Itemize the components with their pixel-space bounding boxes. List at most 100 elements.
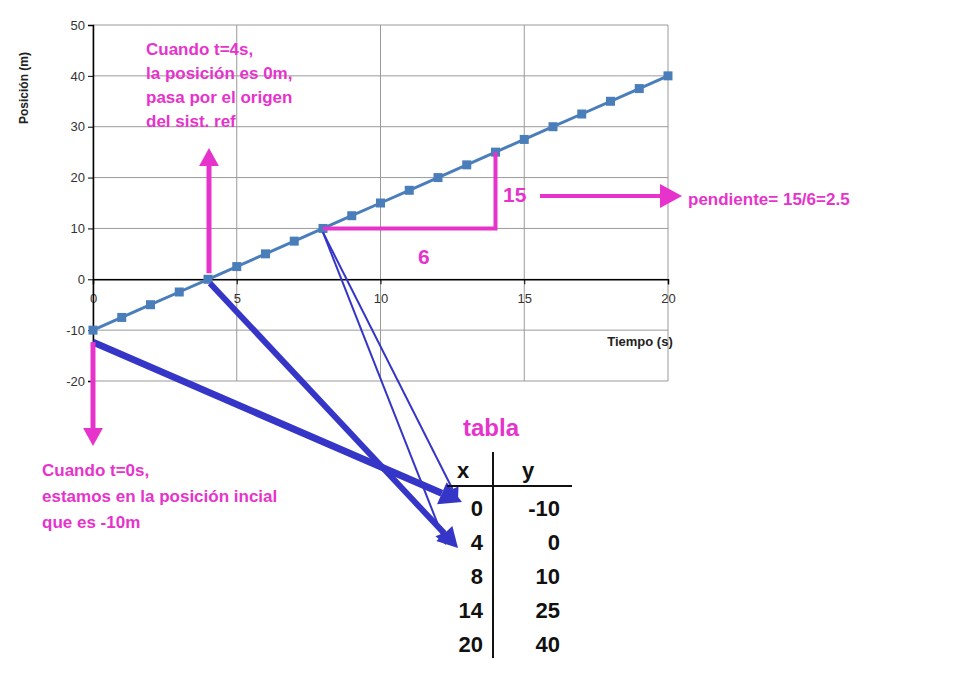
- arrow-head: [447, 486, 459, 500]
- table-header: x: [457, 458, 470, 483]
- annotation-text: estamos en la posición incial: [42, 487, 277, 506]
- table-title: tabla: [463, 414, 520, 441]
- annotation-text: pendiente= 15/6=2.5: [688, 190, 850, 209]
- point-marker: [520, 135, 529, 144]
- table-cell: 4: [471, 530, 484, 555]
- point-marker: [347, 211, 356, 220]
- chart-svg: 05101520-20-1001020304050Posición (m)Tie…: [0, 0, 956, 680]
- table-cell: 0: [471, 496, 483, 521]
- y-tick: 40: [71, 69, 93, 84]
- x-tick-label: 5: [234, 291, 241, 306]
- point-marker: [577, 110, 586, 119]
- point-marker: [549, 122, 558, 131]
- y-tick-label: 10: [71, 221, 85, 236]
- x-axis-line: [94, 280, 669, 285]
- point-marker: [232, 262, 241, 271]
- y-tick: -20: [66, 374, 93, 389]
- y-tick: 10: [71, 221, 93, 236]
- arrow-shaft: [323, 232, 453, 489]
- point-marker: [405, 186, 414, 195]
- table-cell: 40: [536, 632, 560, 657]
- point-marker: [434, 173, 443, 182]
- point-marker: [117, 313, 126, 322]
- x-tick-mark: [381, 279, 382, 284]
- data-table: tablaxy0-104081014252040: [447, 414, 572, 658]
- x-tick-label: 15: [518, 291, 532, 306]
- y-tick-label: 20: [71, 170, 85, 185]
- slope-triangle: [323, 152, 496, 228]
- arrow-head: [435, 531, 447, 545]
- table-cell: 14: [459, 598, 484, 623]
- y-tick-label: 40: [71, 69, 85, 84]
- annotation-text: Cuando t=4s,: [146, 40, 253, 59]
- y-grid-line: [93, 25, 668, 26]
- x-axis-title: Tiempo (s): [607, 334, 673, 349]
- table-cell: 10: [536, 564, 560, 589]
- y-tick-mark: [88, 228, 93, 229]
- point-marker: [175, 288, 184, 297]
- arrow-shaft: [540, 194, 660, 198]
- chart-container: 05101520-20-1001020304050Posición (m)Tie…: [0, 0, 956, 680]
- plot-area: [89, 71, 673, 334]
- table-column-rule: [492, 452, 494, 658]
- y-tick: 20: [71, 170, 93, 185]
- point-marker: [290, 237, 299, 246]
- annotation-text: del sist. ref: [146, 112, 236, 131]
- y-tick: 50: [71, 18, 93, 33]
- point-marker: [261, 249, 270, 258]
- x-tick: 15: [518, 279, 532, 306]
- table-cell: 25: [536, 598, 560, 623]
- y-tick: 30: [71, 119, 93, 134]
- x-axis: 05101520: [90, 279, 676, 306]
- arrow-head: [199, 148, 219, 166]
- table-cell: 8: [471, 564, 483, 589]
- y-tick-label: -20: [66, 374, 85, 389]
- y-tick-label: 30: [71, 119, 85, 134]
- annotation-text: 6: [418, 245, 430, 268]
- y-tick-mark: [88, 279, 93, 280]
- y-grid-line: [93, 330, 668, 331]
- table-header-rule: [447, 485, 572, 487]
- point-marker: [89, 326, 98, 335]
- x-tick-label: 20: [661, 291, 675, 306]
- x-tick-mark: [237, 279, 238, 284]
- table-cell: 20: [459, 632, 483, 657]
- table-header: y: [522, 458, 535, 483]
- point-marker: [606, 97, 615, 106]
- annotation-text: 15: [503, 183, 527, 206]
- x-tick: 5: [234, 279, 241, 306]
- x-tick: 10: [374, 279, 388, 306]
- y-tick-label: 50: [71, 18, 85, 33]
- arrow-shaft: [91, 342, 96, 428]
- y-tick-mark: [88, 76, 93, 77]
- y-tick-label: -10: [66, 323, 85, 338]
- point-marker: [146, 300, 155, 309]
- x-tick-mark: [524, 279, 525, 284]
- y-grid-line: [93, 177, 668, 178]
- annotation-text: pasa por el origen: [146, 88, 292, 107]
- y-tick: 0: [78, 272, 93, 287]
- annotation-text: que es -10m: [42, 513, 140, 532]
- arrow-head: [83, 428, 103, 446]
- point-marker: [664, 71, 673, 80]
- table-cell: 0: [548, 530, 560, 555]
- annotations: Cuando t=4s, la posición es 0m, pasa por e…: [42, 40, 850, 532]
- arrow-shaft: [323, 232, 442, 533]
- point-marker: [376, 199, 385, 208]
- grid: [93, 25, 668, 381]
- y-tick-mark: [88, 178, 93, 179]
- y-tick-mark: [88, 25, 93, 26]
- y-tick-mark: [88, 127, 93, 128]
- x-tick-label: 10: [374, 291, 388, 306]
- table-cell: -10: [528, 496, 560, 521]
- point-marker: [635, 84, 644, 93]
- annotation-text: Cuando t=0s,: [42, 461, 149, 480]
- x-tick: 20: [661, 279, 675, 306]
- arrow-shaft: [207, 166, 212, 273]
- point-marker: [462, 160, 471, 169]
- x-tick-mark: [668, 279, 669, 284]
- arrow-head: [660, 184, 682, 208]
- annotation-text: la posición es 0m,: [146, 64, 292, 83]
- y-axis-title: Posición (m): [17, 52, 31, 124]
- y-tick-label: 0: [78, 272, 85, 287]
